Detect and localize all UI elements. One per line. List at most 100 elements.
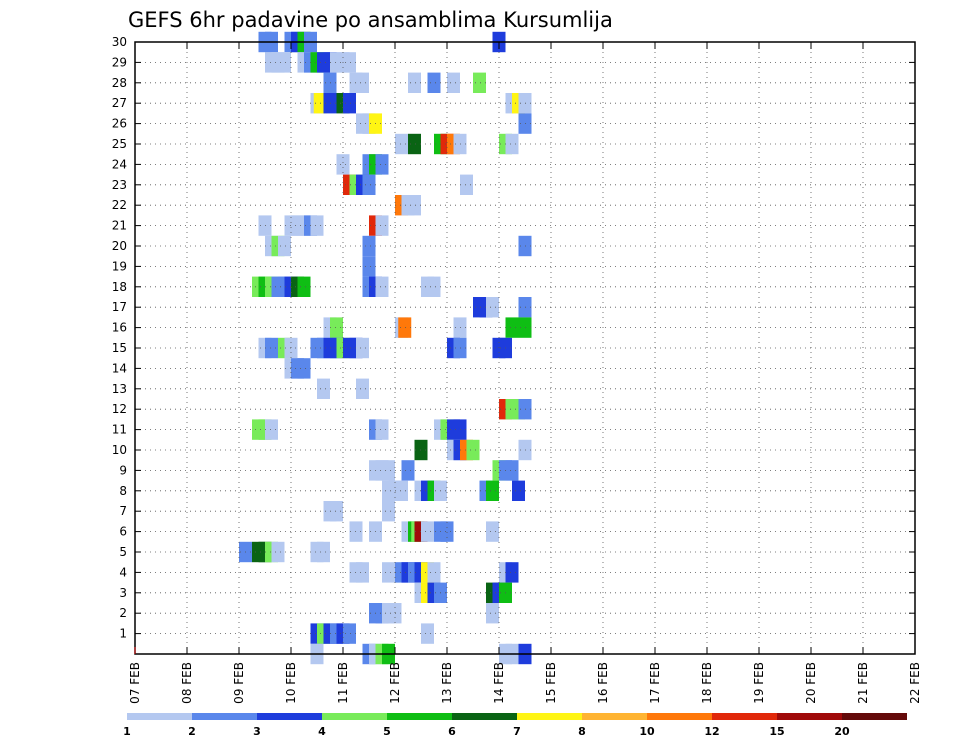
y-tick-label: 20 xyxy=(112,239,127,253)
precip-cell xyxy=(356,562,369,583)
precip-cell xyxy=(375,276,389,297)
y-tick-label: 15 xyxy=(112,341,127,355)
y-tick-label: 1 xyxy=(119,627,127,641)
legend-swatch xyxy=(582,713,647,720)
legend-label: 6 xyxy=(448,725,456,738)
precip-cell xyxy=(382,460,395,481)
y-tick-label: 12 xyxy=(112,402,127,416)
legend-label: 1 xyxy=(123,725,131,738)
y-tick-label: 22 xyxy=(112,198,127,212)
y-tick-label: 4 xyxy=(119,565,127,579)
precip-cell xyxy=(375,419,389,440)
precip-cell xyxy=(505,460,519,481)
precip-cell xyxy=(297,358,311,379)
x-tick-label: 12 FEB xyxy=(388,662,402,704)
y-tick-label: 21 xyxy=(112,219,127,233)
y-tick-label: 16 xyxy=(112,321,127,335)
precip-cell xyxy=(375,215,389,236)
precip-cell xyxy=(447,72,460,93)
precip-cell xyxy=(317,541,330,563)
legend-label: 3 xyxy=(253,725,261,738)
y-tick-label: 14 xyxy=(112,361,127,375)
y-tick-label: 8 xyxy=(119,484,127,498)
precip-cell xyxy=(356,378,369,399)
precip-cell xyxy=(362,235,376,257)
y-tick-label: 7 xyxy=(119,504,127,518)
y-tick-label: 13 xyxy=(112,382,127,396)
y-tick-label: 11 xyxy=(112,423,127,437)
y-tick-label: 24 xyxy=(112,157,127,171)
precip-cell xyxy=(408,72,421,93)
legend-label: 7 xyxy=(513,725,521,738)
precip-cell xyxy=(395,133,408,155)
x-tick-label: 21 FEB xyxy=(856,662,870,704)
y-tick-label: 30 xyxy=(112,35,127,49)
y-tick-label: 29 xyxy=(112,55,127,69)
precip-cell xyxy=(343,52,356,73)
x-tick-label: 08 FEB xyxy=(180,662,194,704)
precip-cell xyxy=(466,439,480,461)
precip-cell xyxy=(310,215,324,236)
x-tick-label: 11 FEB xyxy=(336,662,350,704)
x-tick-label: 09 FEB xyxy=(232,662,246,704)
y-tick-label: 28 xyxy=(112,76,127,90)
precip-cell xyxy=(427,276,441,297)
legend-label: 12 xyxy=(704,725,719,738)
y-tick-label: 18 xyxy=(112,280,127,294)
x-tick-label: 20 FEB xyxy=(804,662,818,704)
x-tick-label: 22 FEB xyxy=(908,662,922,704)
legend-label: 4 xyxy=(318,725,326,738)
x-tick-label: 18 FEB xyxy=(700,662,714,704)
precip-cell xyxy=(486,521,499,542)
y-tick-label: 26 xyxy=(112,117,127,131)
precip-cell xyxy=(505,317,519,338)
chart-title: GEFS 6hr padavine po ansamblima Kursumli… xyxy=(128,8,613,32)
precip-cell xyxy=(486,297,499,318)
precip-cell xyxy=(408,133,421,155)
precip-cell xyxy=(440,521,454,542)
y-tick-label: 27 xyxy=(112,96,127,110)
x-tick-label: 07 FEB xyxy=(128,662,142,704)
y-tick-label: 17 xyxy=(112,300,127,314)
precip-cell xyxy=(473,72,486,93)
legend-swatch xyxy=(647,713,712,720)
x-tick-label: 13 FEB xyxy=(440,662,454,704)
x-tick-label: 15 FEB xyxy=(544,662,558,704)
y-tick-label: 23 xyxy=(112,178,127,192)
precip-cell xyxy=(421,623,434,644)
precip-cell xyxy=(336,154,350,175)
precip-cell xyxy=(343,93,356,114)
x-tick-label: 14 FEB xyxy=(492,662,506,704)
precip-cell xyxy=(401,460,415,481)
y-tick-label: 2 xyxy=(119,606,127,620)
legend-swatch xyxy=(777,713,842,720)
y-tick-label: 9 xyxy=(119,463,127,477)
precip-cell xyxy=(421,521,434,542)
x-tick-label: 17 FEB xyxy=(648,662,662,704)
legend-swatch xyxy=(712,713,777,720)
legend-label: 10 xyxy=(639,725,655,738)
precip-cell xyxy=(278,52,291,73)
precip-cell xyxy=(486,603,499,624)
precip-cell xyxy=(362,174,376,195)
legend-swatch xyxy=(452,713,517,720)
precip-cell xyxy=(486,480,499,501)
precip-cell xyxy=(427,72,441,93)
precip-cell xyxy=(408,195,421,216)
legend-swatch xyxy=(127,713,192,720)
legend-label: 2 xyxy=(188,725,196,738)
legend-label: 15 xyxy=(769,725,784,738)
precip-cell xyxy=(265,337,278,359)
legend-swatch xyxy=(257,713,322,720)
precip-cell xyxy=(362,256,376,277)
precip-cell xyxy=(512,480,525,501)
precip-cell xyxy=(395,480,408,501)
precip-cell xyxy=(398,317,412,338)
precip-cell xyxy=(375,154,389,175)
precip-cell xyxy=(265,419,278,440)
y-tick-label: 3 xyxy=(119,586,127,600)
legend-swatch xyxy=(322,713,387,720)
precip-cell xyxy=(330,317,343,338)
y-tick-label: 25 xyxy=(112,137,127,151)
